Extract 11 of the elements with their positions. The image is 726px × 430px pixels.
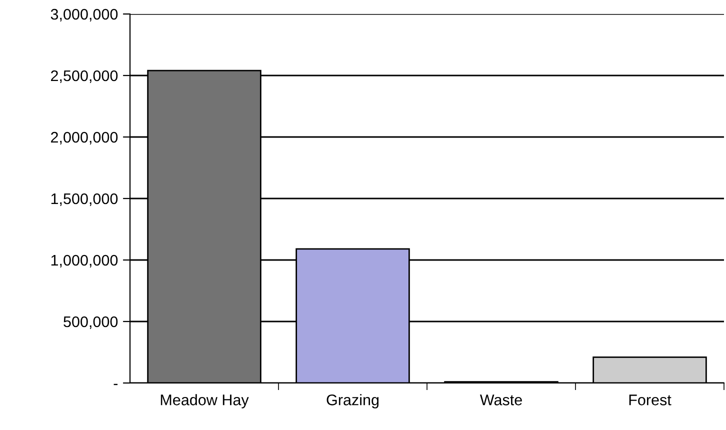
x-tick-label: Waste [480,394,522,406]
x-tick-label: Forest [629,394,672,406]
x-tick-label: Meadow Hay [160,394,249,408]
y-tick-label: 2,000,000 [51,132,118,144]
x-tick-label: Grazing [326,394,379,408]
y-tick-label: 1,500,000 [51,193,118,206]
y-tick-label: 1,000,000 [51,254,118,268]
y-tick-label: 3,000,000 [50,8,118,22]
y-tick-label: 2,500,000 [51,70,118,83]
y-tick-label: - [114,384,118,386]
y-tick-label: 500,000 [64,316,118,329]
